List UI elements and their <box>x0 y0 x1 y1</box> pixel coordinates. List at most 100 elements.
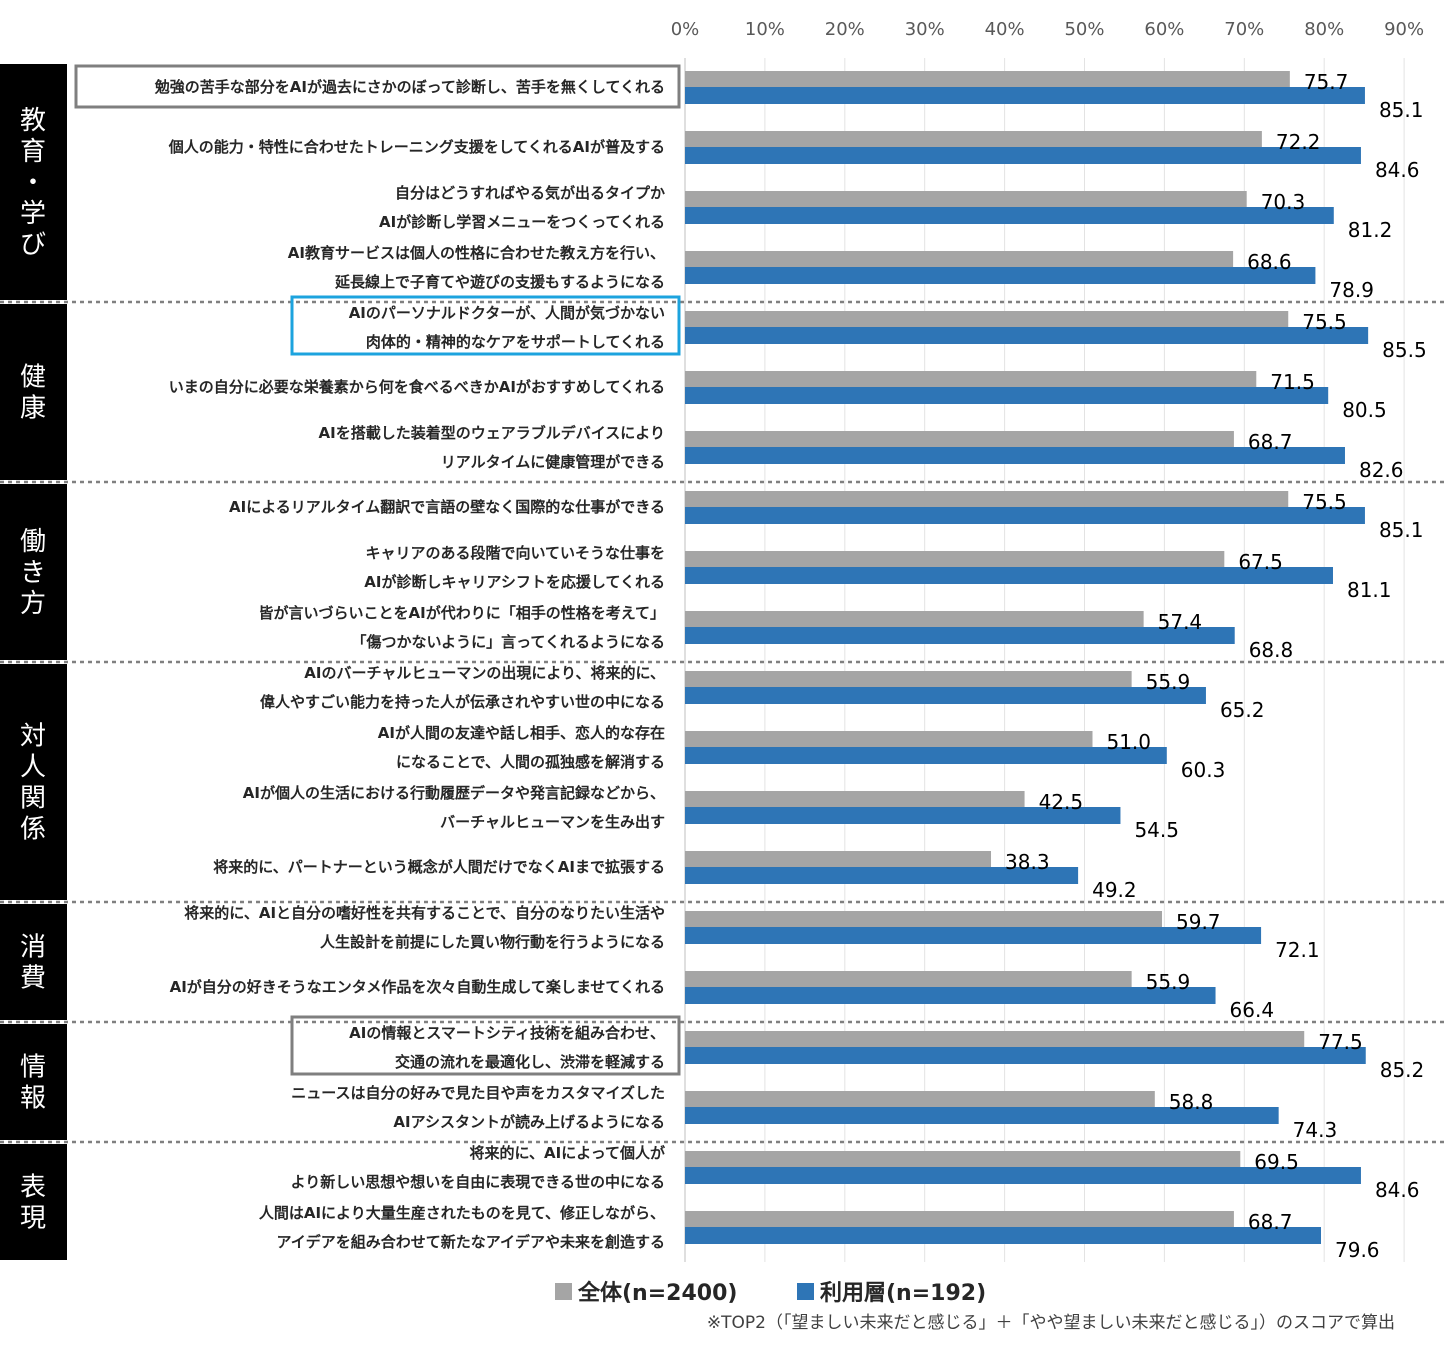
bar-users <box>685 807 1121 824</box>
item-label: AIが人間の友達や話し相手、恋人的な存在 <box>378 724 665 742</box>
bar-all <box>685 1031 1305 1048</box>
bar-users <box>685 267 1316 284</box>
bar-all <box>685 551 1225 568</box>
bar-users <box>685 987 1216 1004</box>
value-label-users: 84.6 <box>1375 158 1420 182</box>
item-label: 将来的に、AIによって個人が <box>469 1144 666 1162</box>
value-label-all: 75.7 <box>1304 70 1349 94</box>
x-tick-label: 90% <box>1384 19 1424 40</box>
bar-users <box>685 687 1206 704</box>
bar-all <box>685 71 1290 88</box>
x-tick-label: 20% <box>825 19 865 40</box>
category-box <box>0 304 67 480</box>
value-label-all: 72.2 <box>1276 130 1321 154</box>
item-highlight-box <box>290 295 681 356</box>
value-label-users: 54.5 <box>1134 818 1179 842</box>
value-label-all: 75.5 <box>1302 310 1347 334</box>
bar-all <box>685 131 1262 148</box>
value-label-all: 68.7 <box>1248 1210 1293 1234</box>
item-label: 偉人やすごい能力を持った人が伝承されやすい世の中になる <box>260 693 665 711</box>
item-label: リアルタイムに健康管理ができる <box>441 453 665 471</box>
bar-users <box>685 507 1365 524</box>
value-label-users: 85.2 <box>1380 1058 1425 1082</box>
item-label: AIが診断し学習メニューをつくってくれる <box>379 213 665 231</box>
legend-label-users: 利用層(n=192) <box>820 1281 986 1306</box>
value-label-users: 81.1 <box>1347 578 1392 602</box>
bar-users <box>685 1227 1322 1244</box>
x-tick-label: 40% <box>985 19 1025 40</box>
item-label: AIを搭載した装着型のウェアラブルデバイスにより <box>319 424 665 442</box>
category-label: 健康 <box>20 363 46 424</box>
item-label: AIのバーチャルヒューマンの出現により、将来的に、 <box>304 664 665 682</box>
item-label: ニュースは自分の好みで見た目や声をカスタマイズした <box>291 1084 665 1102</box>
bar-users <box>685 927 1262 944</box>
bar-all <box>685 791 1025 808</box>
value-label-users: 84.6 <box>1375 1178 1420 1202</box>
category-box <box>0 664 67 900</box>
value-label-users: 79.6 <box>1335 1238 1380 1262</box>
item-label: より新しい思想や想いを自由に表現できる世の中になる <box>291 1173 665 1191</box>
item-highlight-box <box>290 1015 681 1076</box>
category-label: 対人関係 <box>20 722 46 845</box>
category-label: 表現 <box>20 1173 46 1234</box>
item-label: 個人の能力・特性に合わせたトレーニング支援をしてくれるAIが普及する <box>168 138 665 156</box>
bar-users <box>685 87 1365 104</box>
item-label: アイデアを組み合わせて新たなアイデアや未来を創造する <box>276 1233 665 1251</box>
value-label-all: 68.6 <box>1247 250 1292 274</box>
item-highlight-box <box>74 64 681 109</box>
legend: 全体(n=2400) 利用層(n=192) <box>555 1280 986 1306</box>
bars <box>685 71 1369 1244</box>
value-label-users: 81.2 <box>1348 218 1393 242</box>
item-label: 人生設計を前提にした買い物行動を行うようになる <box>320 933 665 951</box>
x-axis-ticks: 0% 10% 20% 30% 40% 50% 60% 70% 80% 90% <box>671 19 1424 40</box>
x-tick-label: 70% <box>1224 19 1264 40</box>
bar-all <box>685 911 1163 928</box>
value-label-all: 69.5 <box>1254 1150 1299 1174</box>
bar-all <box>685 311 1289 328</box>
item-label: バーチャルヒューマンを生み出す <box>440 813 665 831</box>
value-label-all: 55.9 <box>1146 970 1191 994</box>
bar-all <box>685 491 1289 508</box>
bar-users <box>685 1047 1366 1064</box>
item-label: AIの情報とスマートシティ技術を組み合わせ、 <box>349 1024 665 1042</box>
value-label-all: 42.5 <box>1039 790 1084 814</box>
item-label: キャリアのある段階で向いていそうな仕事を <box>365 544 665 562</box>
item-label: 延長線上で子育てや遊びの支援もするようになる <box>334 273 665 291</box>
category-box <box>0 64 67 300</box>
item-label: AIアシスタントが読み上げるようになる <box>393 1113 665 1131</box>
item-label: 将来的に、パートナーという概念が人間だけでなくAIまで拡張する <box>213 858 665 876</box>
item-label: 将来的に、AIと自分の嗜好性を共有することで、自分のなりたい生活や <box>184 904 665 922</box>
category-label: 働き方 <box>20 527 46 619</box>
value-label-users: 85.5 <box>1382 338 1427 362</box>
item-label: 皆が言いづらいことをAIが代わりに「相手の性格を考えて」 <box>259 604 665 622</box>
item-labels: 勉強の苦手な部分をAIが過去にさかのぼって診断し、苦手を無くしてくれる個人の能力… <box>74 64 681 1251</box>
value-label-users: 74.3 <box>1293 1118 1338 1142</box>
x-tick-label: 60% <box>1144 19 1184 40</box>
bar-users <box>685 387 1329 404</box>
bar-all <box>685 1151 1241 1168</box>
bar-users <box>685 627 1235 644</box>
category-box <box>0 484 67 660</box>
bar-users <box>685 327 1369 344</box>
legend-label-all: 全体(n=2400) <box>577 1280 737 1306</box>
bar-all <box>685 251 1234 268</box>
value-label-all: 68.7 <box>1248 430 1293 454</box>
bar-all <box>685 731 1093 748</box>
value-label-all: 58.8 <box>1169 1090 1214 1114</box>
value-label-users: 82.6 <box>1359 458 1404 482</box>
value-label-all: 70.3 <box>1261 190 1306 214</box>
value-label-all: 67.5 <box>1238 550 1283 574</box>
legend-swatch-all <box>555 1283 572 1300</box>
bar-users <box>685 207 1334 224</box>
value-label-users: 60.3 <box>1181 758 1226 782</box>
value-labels: 75.7 85.1 72.2 84.6 70.3 81.2 68.6 78.9 75.5 85.5… <box>1005 70 1427 1262</box>
bar-all <box>685 1091 1155 1108</box>
item-label: 自分はどうすればやる気が出るタイプか <box>395 184 665 202</box>
x-tick-label: 50% <box>1064 19 1104 40</box>
bar-all <box>685 611 1144 628</box>
bar-all <box>685 851 992 868</box>
item-label: AIが個人の生活における行動履歴データや発言記録などから、 <box>243 784 665 802</box>
value-label-users: 78.9 <box>1329 278 1374 302</box>
value-label-all: 57.4 <box>1158 610 1203 634</box>
